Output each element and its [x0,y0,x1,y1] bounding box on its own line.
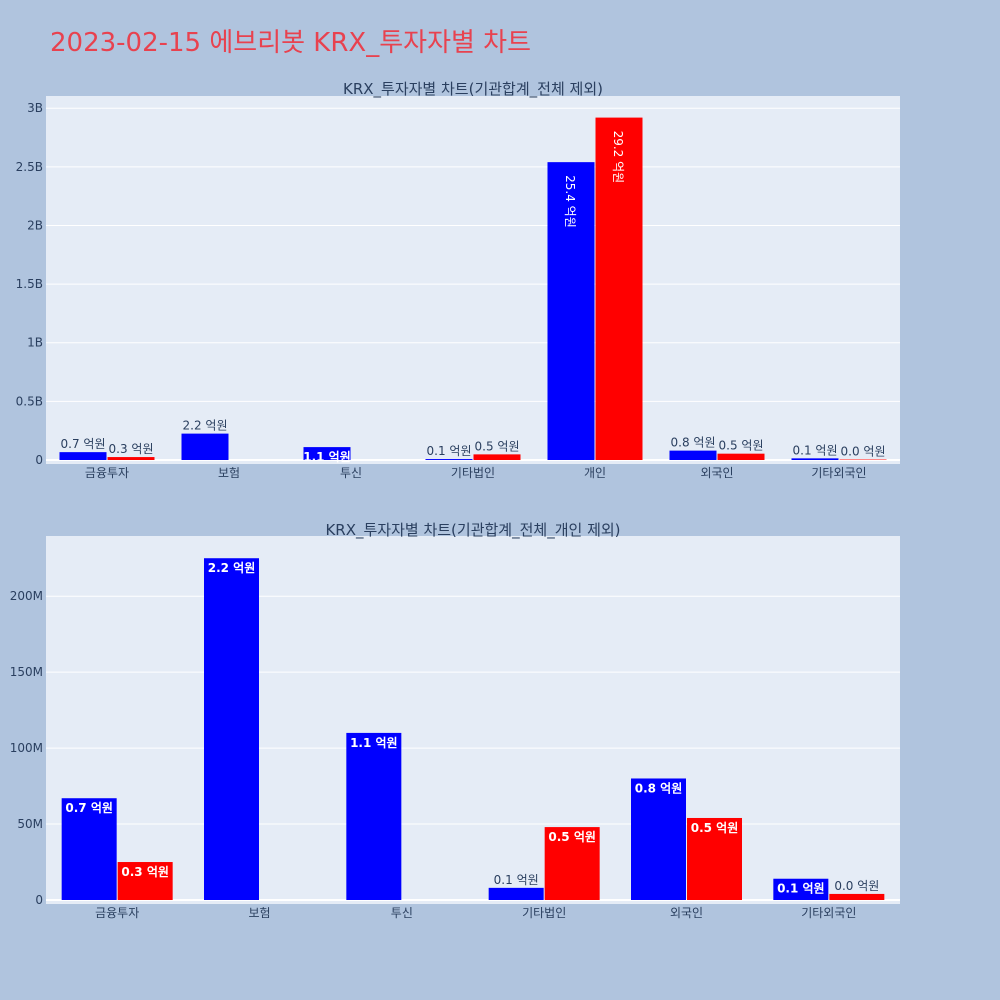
data-label: 29.2 억원 [611,131,625,184]
x-tick-label: 투신 [340,466,362,480]
chart-1: KRX_투자자별 차트(기관합계_전체 제외) 0 0.5B 1B 1.5B 2B 2.5B… [16,80,900,480]
chart-title: KRX_투자자별 차트(기관합계_전체_개인 제외) [325,521,620,540]
x-tick-label: 투신 [391,906,413,920]
data-label: 0.7 억원 [61,437,106,451]
bar [687,817,742,900]
data-label: 0.3 억원 [121,865,169,879]
y-tick-label: 50M [17,817,43,831]
data-label: 0.7 억원 [65,801,113,815]
data-label: 1.1 억원 [303,450,351,464]
data-label: 0.1 억원 [494,873,539,887]
data-label: 2.2 억원 [183,419,228,433]
data-label: 0.3 억원 [109,442,154,456]
bar [346,732,402,900]
data-label: 0.1 억원 [777,882,825,896]
bar [631,778,686,900]
y-tick-label: 200M [10,589,43,603]
bar [773,878,829,900]
bar [544,827,600,900]
data-label: 0.5 억원 [691,821,739,835]
y-tick-label: 3B [27,101,43,115]
x-tick-label: 기타법인 [451,466,495,480]
x-tick-label: 기타외국인 [801,906,856,920]
y-tick-label: 100M [10,741,43,755]
x-tick-label: 금융투자 [85,466,129,480]
y-tick-label: 1B [27,336,43,350]
data-label: 0.5 억원 [475,439,520,453]
x-tick-label: 외국인 [670,906,703,920]
data-label: 0.5 억원 [548,830,596,844]
x-tick-label: 보험 [248,906,270,920]
bar [107,457,155,460]
data-label: 0.5 억원 [719,439,764,453]
data-label: 25.4 억원 [563,175,577,228]
data-label: 0.8 억원 [671,436,716,450]
plot-area [46,536,900,904]
y-tick-label: 150M [10,665,43,679]
bar [717,453,765,460]
page-title: 2023-02-15 에브리봇 KRX_투자자별 차트 [50,28,532,58]
chart-2: KRX_투자자별 차트(기관합계_전체_개인 제외) 0 50M 100M 150M 20… [10,521,900,920]
data-label: 2.2 억원 [208,561,256,575]
bar [473,454,521,460]
x-tick-label: 개인 [584,466,606,480]
x-tick-label: 기타외국인 [811,466,866,480]
y-tick-label: 0 [35,453,43,467]
data-label: 0.1 억원 [793,443,838,457]
y-tick-label: 2B [27,218,43,232]
y-tick-label: 1.5B [16,277,43,291]
data-label: 0.1 억원 [427,444,472,458]
bar [791,458,839,460]
plot-area [46,96,900,464]
data-label: 0.0 억원 [841,445,886,459]
bar [669,450,717,460]
x-tick-label: 금융투자 [95,906,139,920]
bar [204,558,259,900]
x-tick-label: 외국인 [700,466,733,480]
bar [117,862,173,900]
y-tick-label: 0 [35,893,43,907]
bar [425,459,473,460]
bar [59,452,107,460]
bar [829,893,885,900]
bar [303,447,351,460]
bar [181,433,229,460]
bar [547,162,595,460]
x-tick-label: 보험 [218,466,240,480]
y-tick-label: 2.5B [16,160,43,174]
chart-title: KRX_투자자별 차트(기관합계_전체 제외) [343,80,603,99]
data-label: 0.0 억원 [834,879,879,893]
bar [595,117,643,461]
bar [488,887,544,900]
data-label: 0.8 억원 [635,781,683,795]
y-tick-label: 0.5B [16,394,43,408]
bar [61,798,117,900]
x-tick-label: 기타법인 [522,906,566,920]
data-label: 1.1 억원 [350,736,398,750]
